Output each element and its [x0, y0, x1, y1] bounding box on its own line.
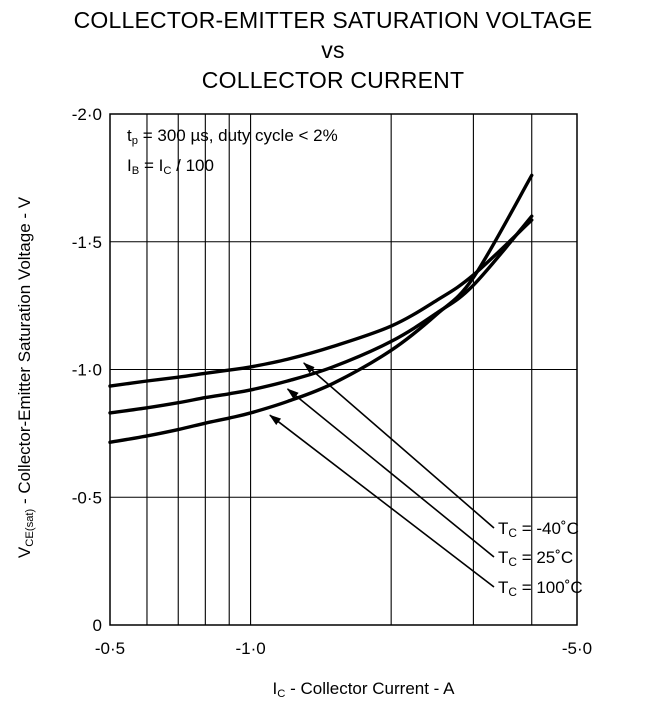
series-layer — [108, 173, 534, 445]
y-tick-label: 0 — [93, 616, 102, 635]
series-line-1 — [108, 218, 534, 388]
y-tick-label: -2·0 — [72, 105, 102, 124]
tick-labels: 0 -0·5 -1·0 -1·5 -2·0 -0·5 -1·0 -5·0 — [72, 105, 592, 658]
chart-title-line-3: COLLECTOR CURRENT — [201, 67, 465, 93]
x-axis-label: IC - Collector Current - A — [273, 679, 456, 700]
series-label-2: TC = 25˚C — [498, 548, 573, 569]
condition-base-current: IB = IC / 100 — [127, 156, 214, 177]
series-line-3 — [108, 173, 534, 445]
series-label-1: TC = -40˚C — [498, 519, 579, 540]
annotation-arrow-1 — [303, 362, 495, 529]
y-tick-label: -1·5 — [72, 233, 102, 252]
x-tick-label: -0·5 — [95, 639, 125, 658]
x-tick-label: -5·0 — [562, 639, 592, 658]
y-tick-label: -0·5 — [72, 488, 102, 507]
chart-title-line-1: COLLECTOR-EMITTER SATURATION VOLTAGE — [73, 7, 593, 33]
annotation-arrow-3 — [269, 414, 495, 588]
y-tick-label: -1·0 — [72, 361, 102, 380]
annotation-arrows — [269, 362, 495, 588]
x-tick-label: -1·0 — [235, 639, 265, 658]
chart-title-line-2: vs — [321, 37, 345, 63]
plot-frame — [109, 113, 578, 626]
y-axis-label: VCE(sat) - Collector-Emitter Saturation … — [15, 196, 36, 558]
annotation-arrow-2 — [286, 388, 495, 558]
annotations: tp = 300 µs, duty cycle < 2% IB = IC / 10… — [127, 126, 583, 599]
series-label-3: TC = 100˚C — [498, 578, 583, 599]
series-line-2 — [108, 214, 534, 415]
axis-labels: IC - Collector Current - A VCE(sat) - Col… — [15, 196, 455, 700]
condition-pulse: tp = 300 µs, duty cycle < 2% — [127, 126, 338, 147]
